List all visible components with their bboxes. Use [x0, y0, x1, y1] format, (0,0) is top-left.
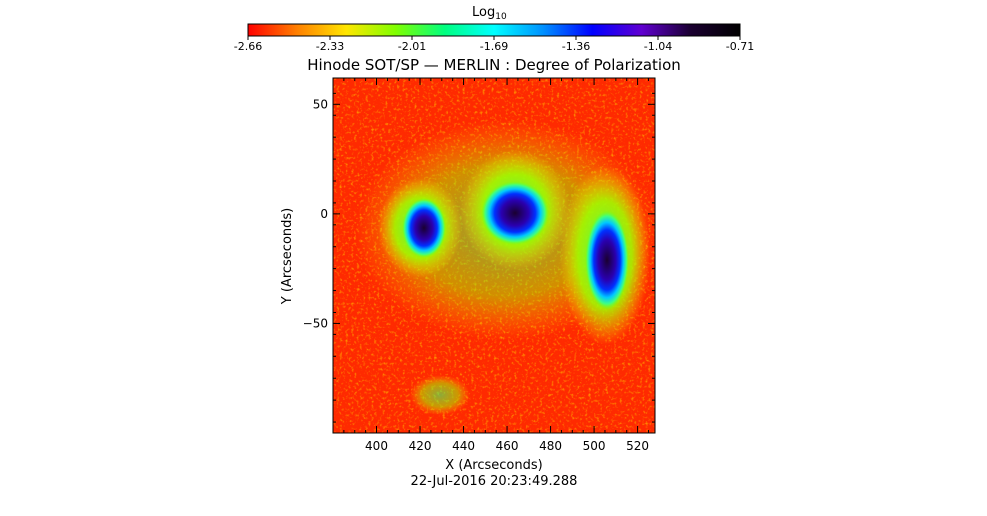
umbra-center [481, 181, 549, 245]
colorbar-tick-label: -1.36 [562, 40, 590, 53]
colorbar-tick-label: -2.01 [398, 40, 426, 53]
y-tick-label: 0 [320, 207, 328, 221]
colorbar: Log10 -2.66 -2.33 -2.01 -1.69 -1.36 -1.04 -0.7… [234, 5, 754, 53]
chart-title: Hinode SOT/SP — MERLIN : Degree of Polar… [307, 56, 681, 74]
x-tick-label: 460 [496, 439, 519, 453]
umbra-left [402, 198, 446, 258]
heatmap [333, 78, 655, 433]
x-axis-label: X (Arcseconds) [445, 458, 542, 473]
plot-frame [332, 77, 656, 434]
colorbar-tick-label: -1.69 [480, 40, 508, 53]
y-axis: 50 0 −50 [303, 92, 655, 423]
colorbar-tick-label: -0.71 [726, 40, 754, 53]
umbra-right [585, 210, 629, 310]
x-tick-label: 420 [409, 439, 432, 453]
y-axis-label: Y (Arcseconds) [280, 208, 295, 305]
colorbar-tick-label: -2.66 [234, 40, 262, 53]
x-tick-label: 440 [452, 439, 475, 453]
colorbar-tick-label: -2.33 [316, 40, 344, 53]
x-tick-label: 400 [365, 439, 388, 453]
x-tick-label: 520 [626, 439, 649, 453]
x-tick-label: 500 [583, 439, 606, 453]
halo-lower [410, 375, 470, 415]
y-tick-label: −50 [303, 316, 328, 330]
colorbar-rect [247, 23, 741, 37]
timestamp: 22-Jul-2016 20:23:49.288 [411, 474, 578, 489]
x-axis: 400 420 440 460 480 500 520 [343, 78, 649, 453]
colorbar-tick-label: -1.04 [644, 40, 672, 53]
x-tick-label: 480 [539, 439, 562, 453]
colorbar-ticks: -2.66 -2.33 -2.01 -1.69 -1.36 -1.04 -0.71 [234, 36, 754, 53]
y-tick-label: 50 [313, 97, 328, 111]
colorbar-label: Log10 [472, 5, 507, 22]
